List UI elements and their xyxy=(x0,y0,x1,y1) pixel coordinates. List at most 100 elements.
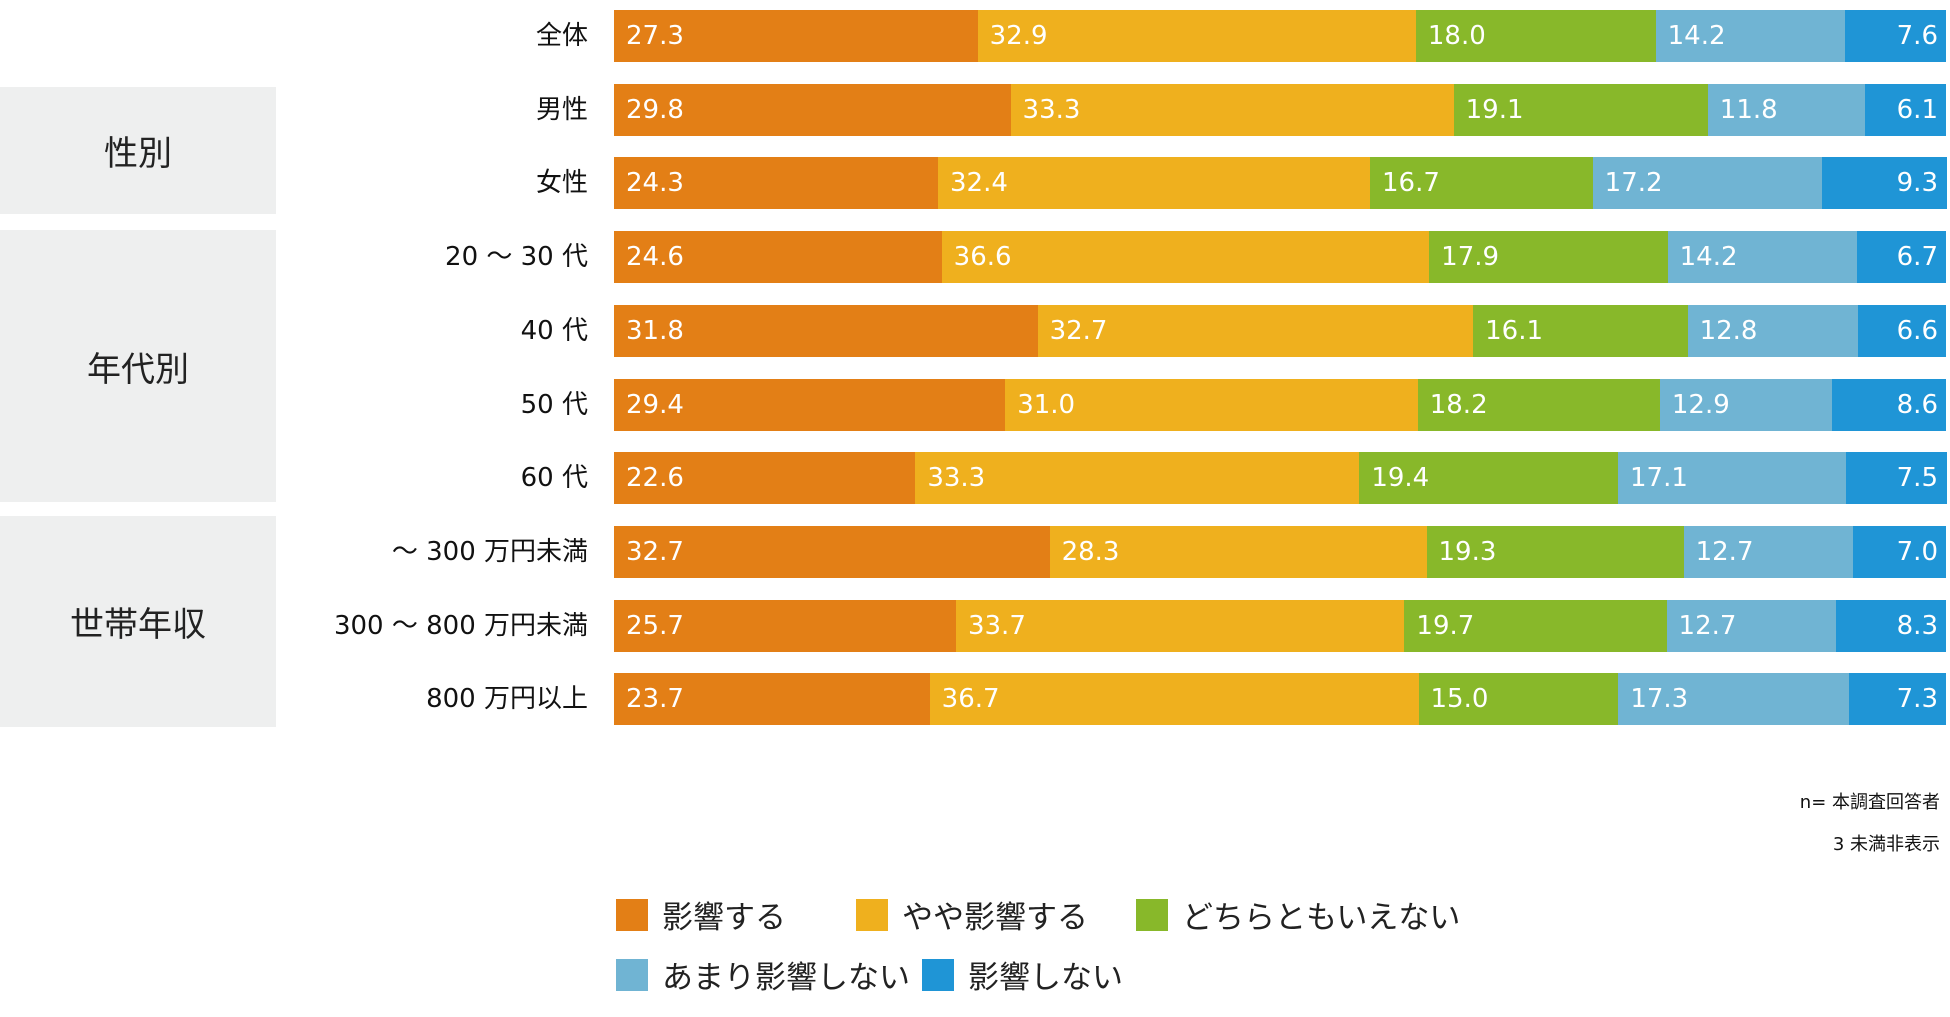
bar-segment xyxy=(1404,599,1668,652)
bar-segment xyxy=(614,525,1051,578)
bar-segment xyxy=(614,231,943,284)
data-label: 6.6 xyxy=(1896,315,1938,346)
bar-segment xyxy=(1864,83,1947,136)
bar-segment xyxy=(1415,10,1657,62)
bar-segment xyxy=(614,157,939,210)
bar-segment xyxy=(1848,673,1947,726)
data-label: 7.0 xyxy=(1896,536,1938,567)
legend-swatch xyxy=(1136,898,1168,931)
bar-segment xyxy=(1426,525,1685,578)
data-label: 24.6 xyxy=(626,242,684,273)
data-label: 31.8 xyxy=(626,315,684,346)
bar-segment xyxy=(614,83,1012,136)
category-label: 女性 xyxy=(535,168,588,199)
bar-segment xyxy=(1359,452,1619,505)
bar-row: 24.3 32.4 16.7 17.2 9.3 xyxy=(614,157,1947,210)
data-label: 33.3 xyxy=(927,463,986,494)
data-label: 12.7 xyxy=(1678,610,1737,641)
category-label: 60 代 xyxy=(520,463,588,494)
data-label: 32.9 xyxy=(989,21,1048,51)
data-label: 17.2 xyxy=(1604,168,1663,199)
bar-segment xyxy=(1417,378,1661,431)
data-label: 12.8 xyxy=(1699,315,1758,346)
data-label: 19.1 xyxy=(1465,94,1524,125)
legend-item: 影響する xyxy=(616,892,786,937)
bar-segment xyxy=(1852,525,1947,578)
data-label: 15.0 xyxy=(1430,684,1489,715)
bar-segment xyxy=(1666,599,1837,652)
data-label: 8.3 xyxy=(1896,610,1938,641)
bar-row: 23.7 36.7 15.0 17.3 7.3 xyxy=(614,673,1947,726)
data-label: 24.3 xyxy=(626,168,684,199)
data-label: 12.9 xyxy=(1671,389,1730,420)
legend-label: あまり影響しない xyxy=(662,960,910,996)
bar-segment xyxy=(1846,452,1947,505)
data-label: 14.2 xyxy=(1679,242,1738,273)
data-label: 31.0 xyxy=(1017,389,1076,420)
data-label: 6.1 xyxy=(1896,94,1938,125)
bar-segment xyxy=(1822,157,1947,210)
bar-row: 25.7 33.7 19.7 12.7 8.3 xyxy=(614,599,1947,652)
legend-item: やや影響する xyxy=(856,892,1088,937)
note-sample: n= 本調査回答者 xyxy=(1799,792,1940,813)
bar-row: 22.6 33.3 19.4 17.1 7.5 xyxy=(614,452,1947,505)
category-label: 50 代 xyxy=(520,389,588,420)
bar-segment xyxy=(1453,83,1709,136)
data-label: 17.1 xyxy=(1630,463,1688,494)
data-label: 19.7 xyxy=(1416,610,1475,641)
bar-segment xyxy=(1473,304,1689,357)
bar-segment xyxy=(1655,10,1846,62)
data-label: 22.6 xyxy=(626,463,684,494)
data-label: 8.6 xyxy=(1896,389,1938,420)
data-label: 16.1 xyxy=(1485,315,1544,346)
bar-segment xyxy=(1370,157,1594,210)
bar-segment xyxy=(614,304,1039,357)
data-label: 17.3 xyxy=(1630,684,1689,715)
data-label: 14.2 xyxy=(1667,21,1726,51)
bar-row: 29.4 31.0 18.2 12.9 8.6 xyxy=(614,378,1947,431)
data-label: 16.7 xyxy=(1382,168,1440,199)
bar-segment xyxy=(614,10,979,62)
data-label: 32.7 xyxy=(626,536,684,567)
note-hidden-threshold: 3 未満非表示 xyxy=(1832,834,1940,855)
bar-segment xyxy=(1037,304,1474,357)
data-label: 7.3 xyxy=(1896,684,1938,715)
bar-segment xyxy=(1592,157,1823,210)
legend-swatch xyxy=(856,898,888,931)
data-label: 27.3 xyxy=(626,21,684,51)
legend-label: 影響しない xyxy=(968,960,1123,996)
data-label: 9.3 xyxy=(1896,168,1938,199)
category-label: 全体 xyxy=(535,21,588,51)
legend-label: 影響する xyxy=(662,900,786,936)
legend-swatch xyxy=(922,958,954,991)
category-label: 300 ～ 800 万円未満 xyxy=(333,610,588,641)
data-label: 19.4 xyxy=(1371,463,1430,494)
data-label: 23.7 xyxy=(626,684,684,715)
category-label: 40 代 xyxy=(520,315,588,346)
bar-segment xyxy=(1418,673,1619,726)
category-label: 男性 xyxy=(535,94,588,125)
data-label: 32.4 xyxy=(950,168,1008,199)
legend-label: どちらともいえない xyxy=(1182,900,1461,936)
bar-segment xyxy=(1010,83,1455,136)
legend-item: あまり影響しない xyxy=(616,952,910,997)
bar-segment xyxy=(1707,83,1866,136)
bar-segment xyxy=(1687,304,1859,357)
bar-segment xyxy=(1659,378,1833,431)
data-label: 33.3 xyxy=(1022,94,1081,125)
data-label: 11.8 xyxy=(1719,94,1778,125)
category-label: ～ 300 万円未満 xyxy=(391,536,588,567)
data-label: 19.3 xyxy=(1438,536,1497,567)
bar-segment xyxy=(955,599,1405,652)
bar-segment xyxy=(1683,525,1854,578)
bar-segment xyxy=(1858,304,1947,357)
bar-segment xyxy=(929,673,1420,726)
bar-segment xyxy=(941,231,1430,284)
bar-row: 24.6 36.6 17.9 14.2 6.7 xyxy=(614,231,1947,284)
bar-segment xyxy=(614,378,1006,431)
group-label: 年代別 xyxy=(0,230,276,502)
bar-segment xyxy=(1618,452,1847,505)
data-label: 7.6 xyxy=(1896,21,1938,51)
bar-segment xyxy=(1831,378,1947,431)
data-label: 29.8 xyxy=(626,94,684,125)
